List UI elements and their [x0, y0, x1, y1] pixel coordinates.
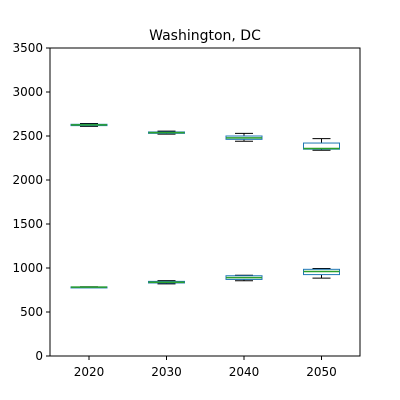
- chart-title: Washington, DC: [149, 28, 261, 44]
- box-2020-series-2: [70, 286, 108, 289]
- x-tick-label: 2030: [151, 365, 182, 379]
- x-tick-label: 2040: [229, 365, 260, 379]
- box-2050-series-2: [303, 267, 340, 279]
- box-2040-series-1: [225, 132, 263, 142]
- x-axis: 2020 2030 2040 2050: [74, 356, 337, 379]
- box-2050-series-1: [303, 138, 340, 151]
- x-tick-label: 2020: [74, 365, 105, 379]
- y-tick-label: 2500: [12, 129, 43, 143]
- box-2030-series-2: [148, 280, 185, 285]
- x-tick-label: 2050: [306, 365, 337, 379]
- y-axis: 0 500 1000 1500 2000 2500 3000 3500: [12, 41, 50, 363]
- y-tick-label: 1000: [12, 261, 43, 275]
- y-tick-label: 3000: [12, 85, 43, 99]
- y-tick-label: 0: [35, 349, 43, 363]
- box-2040-series-2: [225, 274, 263, 282]
- y-tick-label: 500: [20, 305, 43, 319]
- box-2020-series-1: [70, 123, 108, 127]
- y-tick-label: 3500: [12, 41, 43, 55]
- y-tick-label: 2000: [12, 173, 43, 187]
- box-group: [70, 123, 340, 289]
- box-2030-series-1: [148, 130, 185, 135]
- plot-frame: [49, 47, 361, 357]
- y-tick-label: 1500: [12, 217, 43, 231]
